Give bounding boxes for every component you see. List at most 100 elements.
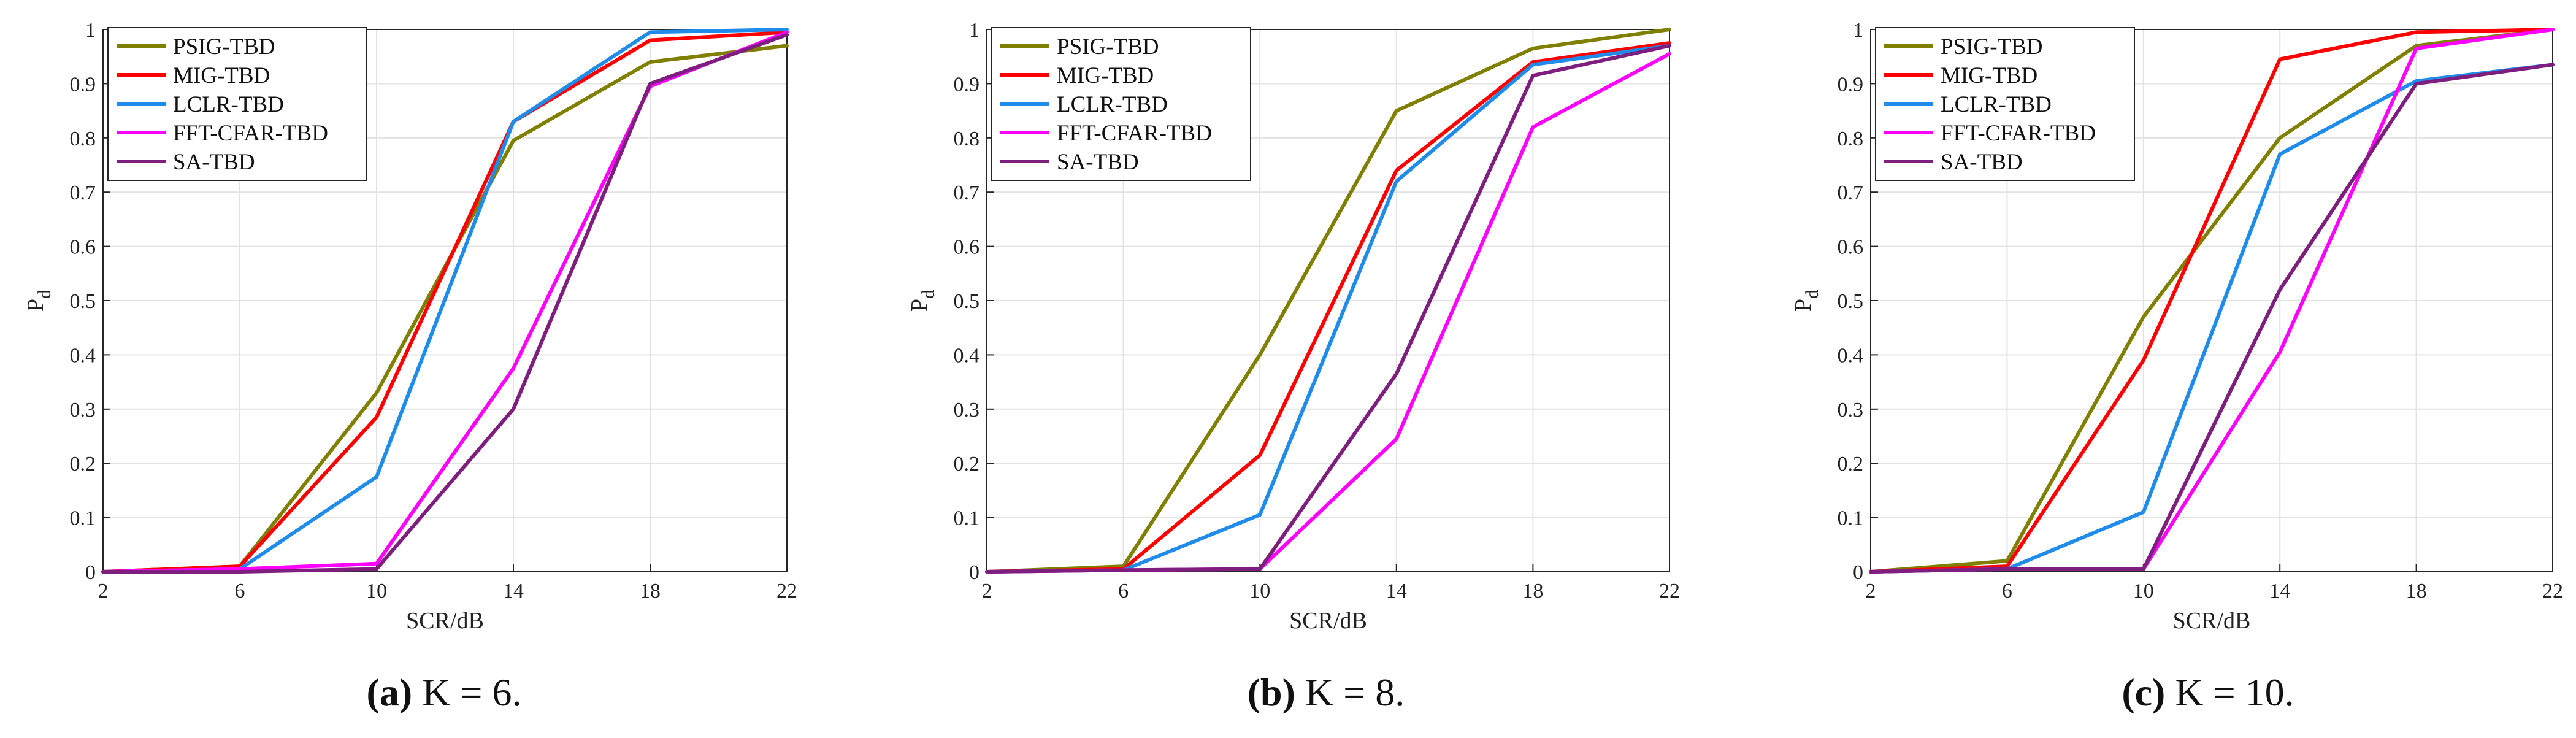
x-tick-label: 18 (640, 580, 661, 602)
x-tick-label: 2 (982, 580, 992, 602)
y-tick-label: 0.9 (954, 73, 980, 96)
x-tick-label: 22 (776, 580, 797, 602)
y-tick-label: 0.9 (70, 73, 96, 96)
legend-label: MIG-TBD (1941, 63, 2037, 88)
x-tick-label: 14 (1386, 580, 1407, 602)
legend-label: FFT-CFAR-TBD (173, 121, 328, 146)
caption-label: (a) (367, 671, 413, 714)
y-axis-title: Pd (1790, 290, 1822, 312)
caption-text: K = 10. (2165, 671, 2294, 714)
y-tick-label: 1 (969, 19, 979, 42)
x-tick-label: 14 (2269, 580, 2290, 602)
y-axis-title-main: P (23, 299, 48, 312)
y-tick-label: 0 (85, 561, 96, 584)
series-line-sa-tbd (985, 44, 1671, 574)
legend-label: SA-TBD (1057, 150, 1139, 175)
y-tick-label: 0.2 (70, 453, 96, 475)
legend: PSIG-TBD MIG-TBD LCLR-TBD FFT-CFAR-TBD SA-TB… (1875, 27, 2135, 181)
y-tick-label: 0 (969, 561, 979, 584)
y-tick-label: 0.4 (954, 344, 980, 367)
legend-label: FFT-CFAR-TBD (1057, 121, 1212, 146)
caption-text: K = 8. (1295, 671, 1405, 714)
x-tick-label: 18 (1522, 580, 1543, 602)
legend-label: FFT-CFAR-TBD (1941, 121, 2096, 146)
series-line-sa-tbd (101, 33, 789, 574)
y-axis-title-subscript: d (1802, 290, 1822, 299)
legend-label: MIG-TBD (173, 63, 270, 88)
x-tick-label: 22 (1659, 580, 1680, 602)
legend-label: LCLR-TBD (1941, 92, 2052, 117)
y-tick-label: 0.4 (1838, 344, 1864, 367)
caption-label: (b) (1248, 671, 1295, 714)
y-tick-label: 0.1 (1838, 507, 1864, 530)
chart-panel-3: 2 6 10 14 18 22 0 0.1 0.2 0.3 0.4 0.5 0.6 0.7 0.8 0.9 1 S… (1790, 19, 2563, 714)
panel-caption: (a) K = 6. (367, 671, 522, 714)
y-axis-title-subscript: d (34, 290, 55, 299)
x-tick-label: 10 (366, 580, 387, 602)
legend-label: MIG-TBD (1057, 63, 1154, 88)
y-tick-label: 0.6 (70, 236, 96, 259)
x-tick-label: 6 (1118, 580, 1129, 602)
y-tick-label: 0 (1853, 561, 1863, 584)
series-line-psig-tbd (985, 28, 1671, 574)
y-tick-label: 0.2 (954, 453, 980, 475)
x-tick-label: 6 (235, 580, 245, 602)
legend-label: PSIG-TBD (173, 34, 275, 60)
y-tick-label: 0.5 (954, 290, 980, 313)
caption-label: (c) (2122, 671, 2165, 714)
series-line-sa-tbd (1869, 63, 2555, 574)
y-axis-title: Pd (907, 290, 938, 312)
y-axis-title-subscript: d (918, 290, 938, 299)
y-axis-title: Pd (23, 290, 55, 312)
y-tick-label: 0.6 (1838, 236, 1864, 259)
panel-caption: (b) K = 8. (1248, 671, 1405, 714)
chart-panel-1: 2 6 10 14 18 22 0 0.1 0.2 0.3 0.4 0.5 0.6 0.7 0.8 0.9 1 S… (23, 19, 797, 714)
x-axis-title: SCR/dB (1289, 608, 1367, 634)
x-tick-label: 18 (2406, 580, 2427, 602)
legend: PSIG-TBD MIG-TBD LCLR-TBD FFT-CFAR-TBD SA-TB… (991, 27, 1251, 181)
y-axis-title-main: P (1790, 299, 1816, 312)
y-tick-label: 1 (85, 19, 96, 42)
y-axis-title-main: P (907, 299, 932, 312)
x-axis-title: SCR/dB (406, 608, 484, 634)
series-line-mig-tbd (101, 30, 789, 574)
y-tick-label: 0.6 (954, 236, 980, 259)
x-tick-label: 2 (1866, 580, 1876, 602)
y-tick-label: 0.1 (954, 507, 980, 530)
caption-text: K = 6. (412, 671, 521, 714)
y-tick-label: 0.7 (70, 182, 96, 204)
chart-panel-2: 2 6 10 14 18 22 0 0.1 0.2 0.3 0.4 0.5 0.6 0.7 0.8 0.9 1 S… (907, 19, 1680, 714)
y-tick-label: 0.8 (70, 128, 96, 150)
x-tick-label: 6 (2002, 580, 2012, 602)
panel-caption: (c) K = 10. (2122, 671, 2294, 714)
y-tick-label: 0.8 (1838, 128, 1864, 150)
series-line-psig-tbd (1869, 28, 2555, 574)
legend: PSIG-TBD MIG-TBD LCLR-TBD FFT-CFAR-TBD SA-TB… (107, 27, 367, 181)
y-tick-label: 0.5 (1838, 290, 1864, 313)
y-tick-label: 0.3 (70, 399, 96, 421)
y-tick-label: 0.3 (954, 399, 980, 421)
y-tick-label: 0.8 (954, 128, 980, 150)
x-tick-label: 22 (2542, 580, 2563, 602)
legend-label: PSIG-TBD (1057, 34, 1159, 60)
y-tick-label: 0.2 (1838, 453, 1864, 475)
x-tick-label: 10 (2133, 580, 2154, 602)
series-line-mig-tbd (1869, 28, 2555, 574)
y-tick-label: 0.7 (1838, 182, 1864, 204)
legend-label: LCLR-TBD (1057, 92, 1168, 117)
y-tick-label: 0.4 (70, 344, 96, 367)
x-axis-title: SCR/dB (2173, 608, 2251, 634)
y-tick-label: 1 (1853, 19, 1863, 42)
legend-label: PSIG-TBD (1941, 34, 2043, 60)
y-tick-label: 0.3 (1838, 399, 1864, 421)
y-tick-label: 0.5 (70, 290, 96, 313)
legend-label: SA-TBD (173, 150, 255, 175)
x-tick-label: 2 (98, 580, 109, 602)
legend-label: LCLR-TBD (173, 92, 284, 117)
x-tick-label: 10 (1249, 580, 1270, 602)
legend-label: SA-TBD (1941, 150, 2023, 175)
y-tick-label: 0.7 (954, 182, 980, 204)
x-tick-label: 14 (503, 580, 524, 602)
y-tick-label: 0.9 (1838, 73, 1864, 96)
